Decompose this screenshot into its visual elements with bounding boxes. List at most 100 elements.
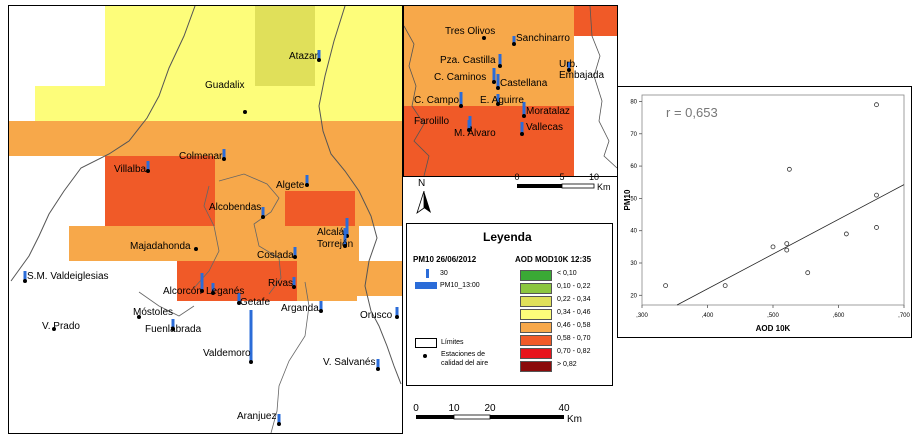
north-arrow-icon — [416, 191, 431, 215]
north-label: N — [418, 178, 426, 189]
station-label-v-salvanes: V. Salvanés — [323, 357, 376, 368]
aod-cell — [105, 191, 215, 226]
scatter-point — [805, 270, 811, 276]
aod-class-swatch — [520, 270, 552, 281]
scatter-point — [784, 247, 790, 253]
aod-cell — [177, 261, 297, 301]
pm10-bar — [343, 228, 347, 246]
legend-title: Leyenda — [483, 230, 532, 244]
inset-pm10-bar — [496, 94, 500, 104]
y-tick-label: 80 — [630, 99, 637, 105]
aod-cell — [299, 226, 359, 261]
inset-pm10-bar — [522, 102, 526, 116]
scatter-point — [722, 283, 728, 289]
station-dot — [146, 169, 150, 173]
x-tick-label: ,500 — [767, 313, 779, 319]
x-tick-label: ,300 — [636, 313, 648, 319]
inset-label-castellana: Castellana — [500, 78, 548, 89]
station-dot — [194, 247, 198, 251]
station-label-algete: Algete — [276, 180, 305, 191]
y-tick-label: 50 — [630, 196, 637, 202]
inset-station-dot — [496, 102, 500, 106]
station-dot — [317, 58, 321, 62]
inset-pm10-bar — [459, 92, 463, 106]
aod-cell — [315, 6, 402, 46]
aod-cell — [35, 86, 215, 121]
station-label-atazar: Atazar — [289, 51, 318, 62]
inset-aod-cell — [574, 106, 617, 176]
inset-label-tres-olivos: Tres Olivos — [445, 26, 496, 37]
station-label-aranjuez: Aranjuez — [237, 411, 277, 422]
inset-station-layer — [459, 36, 571, 136]
station-label-v-prado: V. Prado — [42, 321, 80, 332]
station-dot — [319, 309, 323, 313]
main-scale-bar: 0 10 20 40 Km — [413, 403, 582, 425]
pm10-bar — [292, 277, 296, 287]
inset-label-vallecas: Vallecas — [526, 122, 564, 133]
aod-cell — [315, 46, 402, 86]
station-dot — [292, 285, 296, 289]
aod-cell — [255, 46, 315, 86]
station-dot — [237, 301, 241, 305]
aod-class-swatch — [520, 322, 552, 333]
pm10-bar — [277, 414, 281, 424]
aod-class-label: < 0,10 — [557, 270, 577, 277]
inset-aod-cell — [404, 36, 574, 96]
inset-boundary — [403, 5, 618, 177]
station-dot — [222, 157, 226, 161]
station-dot — [343, 244, 347, 248]
aod-class-label: > 0,82 — [557, 361, 577, 368]
station-dot — [376, 367, 380, 371]
inset-scale-seg-1 — [561, 183, 595, 189]
aod-class-label: 0,46 - 0,58 — [557, 322, 591, 329]
regression-line — [676, 184, 905, 306]
inset-aod-cells — [404, 6, 617, 176]
pm10-bar — [23, 271, 27, 281]
inset-station-dot — [467, 128, 471, 132]
aod-class-swatch — [520, 335, 552, 346]
station-label-orusco: Orusco — [360, 310, 393, 321]
correlation-annotation: r = 0,653 — [666, 105, 718, 120]
main-scale-seg-1 — [453, 414, 491, 420]
legend-stations-label-2: calidad del aire — [441, 360, 489, 367]
inset-label-sanchinarro: Sanchinarro — [516, 33, 570, 44]
inset-pm10-bar — [567, 62, 571, 70]
station-label-sm-valdeiglesias: S.M. Valdeiglesias — [27, 271, 109, 282]
aod-class-swatch — [520, 348, 552, 359]
station-dot — [293, 255, 297, 259]
pm10-bar — [376, 359, 380, 369]
legend-pm-entry-30: 30 — [440, 270, 448, 277]
inset-aod-cell — [574, 36, 617, 96]
inset-scale-seg-0 — [517, 184, 562, 188]
station-label-coslada: Coslada — [257, 250, 294, 261]
aod-cell — [297, 261, 357, 301]
x-axis-label: AOD 10K — [756, 324, 791, 333]
station-layer — [23, 50, 399, 426]
main-map — [9, 5, 402, 434]
pm10-bar — [222, 149, 226, 159]
aod-cell — [9, 121, 402, 156]
legend-pm-entry-series: PM10_13:00 — [440, 282, 480, 289]
aod-cell — [105, 6, 255, 46]
station-dot — [200, 289, 204, 293]
region-boundary — [10, 5, 402, 385]
y-tick-label: 30 — [630, 261, 637, 267]
inset-station-dot — [482, 36, 486, 40]
aod-cell — [325, 86, 402, 121]
station-label-rivas: Rivas — [268, 278, 294, 289]
inset-pm10-bar — [492, 68, 496, 82]
station-dot — [261, 215, 265, 219]
inset-pm10-bar — [467, 120, 471, 130]
station-dot — [277, 422, 281, 426]
inset-label-urb-embajada: Urb. Embajada — [559, 59, 605, 81]
scatter-point — [874, 225, 879, 230]
legend-stations-label-1: Estaciones de — [441, 351, 485, 358]
pm10-bar — [305, 175, 309, 185]
aod-cell — [285, 191, 355, 226]
station-label-torrejon: Torrejón — [317, 239, 354, 250]
scatter-point — [786, 166, 792, 172]
scatter-chart: r = 0,653 ,300 ,400 ,500 ,600 ,700 20 30 40 50 60… — [623, 94, 910, 333]
station-label-fuenlabrada: Fuenlabrada — [145, 324, 202, 335]
inset-scale-tick-1: 5 — [559, 172, 564, 182]
inset-label-e-aguirre: E. Aguirre — [480, 95, 524, 106]
